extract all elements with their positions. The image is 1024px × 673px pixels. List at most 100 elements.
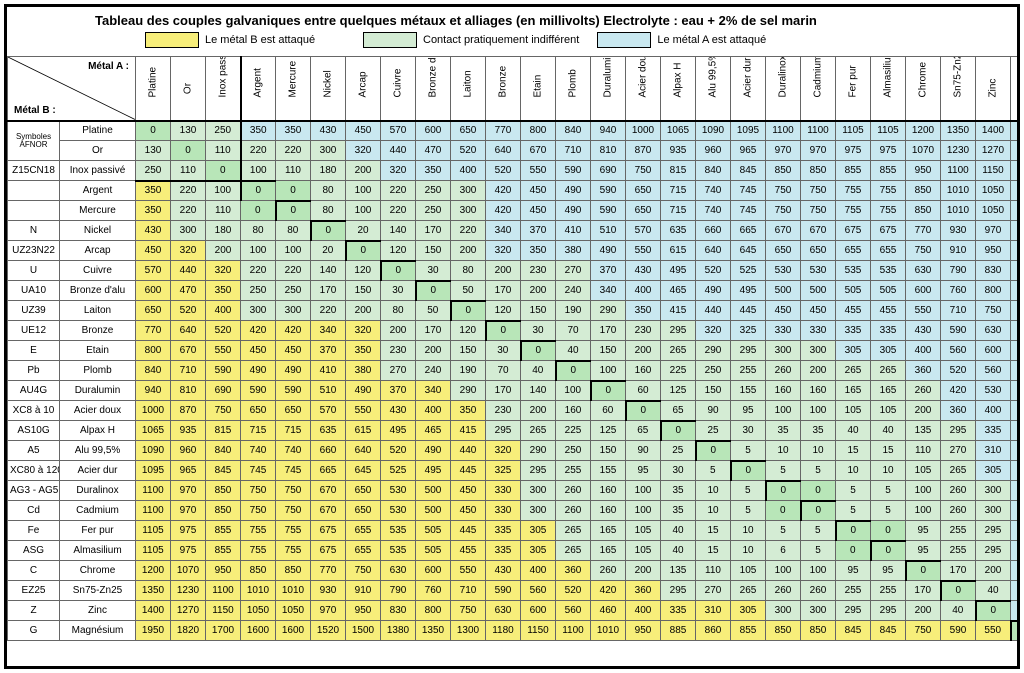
cell: 755 — [276, 541, 311, 561]
cell: 30 — [486, 341, 521, 361]
cell: 250 — [556, 441, 591, 461]
row-name: Inox passivé — [60, 161, 136, 181]
cell: 260 — [591, 561, 626, 581]
cell: 260 — [556, 481, 591, 501]
cell: 455 — [836, 301, 871, 321]
cell: 655 — [346, 521, 381, 541]
cell: 400 — [906, 341, 941, 361]
cell: 100 — [241, 161, 276, 181]
cell: 220 — [241, 261, 276, 281]
cell: 1700 — [1011, 161, 1018, 181]
cell: 100 — [801, 561, 836, 581]
cell: 35 — [801, 421, 836, 441]
cell: 590 — [556, 161, 591, 181]
cell: 590 — [591, 181, 626, 201]
cell: 320 — [206, 261, 241, 281]
cell: 330 — [766, 321, 801, 341]
col-header: Or — [171, 57, 206, 121]
cell: 1050 — [976, 181, 1011, 201]
cell: 1700 — [206, 621, 241, 641]
cell: 320 — [486, 441, 521, 461]
cell: 295 — [731, 341, 766, 361]
cell: 845 — [1011, 521, 1018, 541]
cell: 590 — [486, 581, 521, 601]
cell: 0 — [801, 481, 836, 501]
cell: 750 — [766, 201, 801, 221]
cell: 1350 — [416, 621, 451, 641]
cell: 170 — [486, 281, 521, 301]
cell: 260 — [941, 481, 976, 501]
cell: 1150 — [521, 621, 556, 641]
cell: 450 — [136, 241, 171, 261]
cell: 300 — [241, 301, 276, 321]
col-header: Inox passivé — [206, 57, 241, 121]
cell: 770 — [486, 121, 521, 141]
cell: 935 — [661, 141, 696, 161]
cell: 140 — [521, 381, 556, 401]
cell: 550 — [906, 301, 941, 321]
cell: 430 — [486, 561, 521, 581]
cell: 910 — [941, 241, 976, 261]
cell: 40 — [976, 581, 1011, 601]
cell: 1180 — [486, 621, 521, 641]
cell: 450 — [451, 501, 486, 521]
cell: 430 — [381, 401, 416, 421]
cell: 220 — [381, 201, 416, 221]
cell: 350 — [416, 161, 451, 181]
cell: 135 — [661, 561, 696, 581]
cell: 535 — [381, 541, 416, 561]
cell: 0 — [136, 121, 171, 141]
cell: 640 — [696, 241, 731, 261]
cell: 10 — [731, 541, 766, 561]
cell: 505 — [871, 281, 906, 301]
row-name: Nickel — [60, 221, 136, 241]
cell: 430 — [906, 321, 941, 341]
cell: 340 — [591, 281, 626, 301]
cell: 740 — [696, 201, 731, 221]
cell: 110 — [206, 201, 241, 221]
row-name: Etain — [60, 341, 136, 361]
cell: 1350 — [1011, 281, 1018, 301]
cell: 1065 — [136, 421, 171, 441]
cell: 160 — [556, 401, 591, 421]
cell: 335 — [486, 521, 521, 541]
cell: 800 — [416, 601, 451, 621]
cell: 815 — [661, 161, 696, 181]
cell: 1950 — [1011, 121, 1018, 141]
cell: 95 — [626, 461, 661, 481]
cell: 40 — [836, 421, 871, 441]
cell: 295 — [486, 421, 521, 441]
cell: 450 — [521, 181, 556, 201]
cell: 590 — [591, 201, 626, 221]
cell: 0 — [836, 521, 871, 541]
cell: 65 — [661, 401, 696, 421]
col-header: Mercure — [276, 57, 311, 121]
cell: 220 — [241, 141, 276, 161]
cell: 715 — [241, 421, 276, 441]
cell: 170 — [941, 561, 976, 581]
cell: 800 — [521, 121, 556, 141]
cell: 1010 — [941, 181, 976, 201]
cell: 590 — [941, 621, 976, 641]
cell: 340 — [416, 381, 451, 401]
cell: 495 — [731, 281, 766, 301]
cell: 0 — [731, 461, 766, 481]
cell: 1010 — [941, 201, 976, 221]
cell: 160 — [766, 381, 801, 401]
cell: 550 — [346, 401, 381, 421]
cell: 225 — [661, 361, 696, 381]
cell: 305 — [521, 521, 556, 541]
cell: 300 — [976, 481, 1011, 501]
cell: 1600 — [1011, 181, 1018, 201]
row-name: Fer pur — [60, 521, 136, 541]
cell: 10 — [871, 461, 906, 481]
cell: 670 — [171, 341, 206, 361]
cell: 500 — [801, 281, 836, 301]
cell: 455 — [871, 301, 906, 321]
row-name: Alpax H — [60, 421, 136, 441]
cell: 950 — [626, 621, 661, 641]
cell: 740 — [241, 441, 276, 461]
row-name: Zinc — [60, 601, 136, 621]
cell: 490 — [591, 241, 626, 261]
cell: 170 — [311, 281, 346, 301]
